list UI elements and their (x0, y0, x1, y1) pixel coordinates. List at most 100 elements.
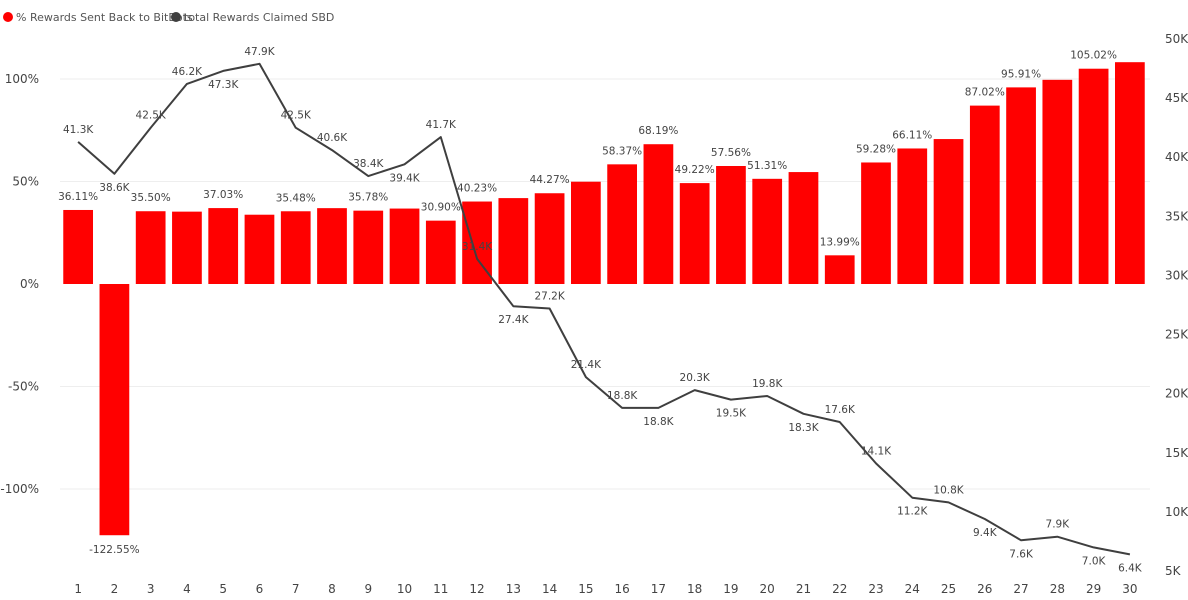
bar-data-label: 59.28% (856, 143, 896, 155)
x-tick-label: 17 (651, 582, 666, 596)
x-tick-label: 23 (868, 582, 883, 596)
bar-data-label: 95.91% (1001, 68, 1041, 80)
line-data-label: 20.3K (680, 372, 711, 384)
bar (172, 211, 202, 284)
y-axis-right: 50K 45K 40K 35K 30K 25K 20K 15K 10K 5K (1165, 32, 1188, 578)
bar (353, 210, 384, 284)
x-tick-label: 27 (1013, 582, 1028, 596)
y-right-tick-label: 5K (1165, 564, 1182, 578)
x-tick-label: 19 (723, 582, 738, 596)
legend-marker-bars (3, 12, 13, 22)
bar-data-labels: 36.11% -122.55% 35.50% 37.03% 35.48% 35.78% 30… (58, 50, 1117, 557)
x-tick-label: 15 (578, 582, 593, 596)
bar (752, 178, 783, 284)
x-axis: 1 2 3 4 5 6 7 8 9 10 11 12 13 14 15 16 17 18 19 20 21 22 23 24 2… (74, 582, 1137, 596)
bar (897, 148, 928, 284)
bar-data-label: 57.56% (711, 147, 751, 159)
line-data-label: 27.4K (498, 314, 529, 326)
y-left-tick-label: -100% (0, 482, 39, 496)
y-axis-left: 100% 50% 0% -50% -100% (0, 72, 39, 496)
x-tick-label: 10 (397, 582, 412, 596)
line-data-label: 47.3K (208, 79, 239, 91)
bar (135, 211, 166, 284)
bar (1078, 68, 1109, 284)
legend: % Rewards Sent Back to BitBots total Rew… (3, 11, 334, 24)
bar-data-label: 36.11% (58, 191, 98, 203)
x-tick-label: 4 (183, 582, 191, 596)
bar-data-label: 13.99% (820, 236, 860, 248)
y-right-tick-label: 30K (1165, 268, 1188, 282)
y-left-tick-label: 0% (20, 277, 39, 291)
x-tick-label: 11 (433, 582, 448, 596)
x-tick-label: 7 (292, 582, 300, 596)
x-tick-label: 3 (147, 582, 155, 596)
line-data-labels: 41.3K 38.6K 42.5K 46.2K 47.3K 47.9K 42.5K 40.6K… (63, 46, 1143, 575)
bar (534, 193, 565, 284)
line-data-label: 9.4K (973, 527, 998, 539)
line-data-label: 39.4K (389, 172, 420, 184)
bar-data-label: 58.37% (602, 145, 642, 157)
y-right-tick-label: 20K (1165, 387, 1188, 401)
bar (317, 208, 347, 284)
bar (498, 198, 529, 284)
bar-series (63, 62, 1145, 536)
x-tick-label: 20 (760, 582, 775, 596)
line-data-label: 10.8K (933, 484, 964, 496)
bar-data-label: 37.03% (203, 189, 243, 201)
x-tick-label: 1 (74, 582, 82, 596)
x-tick-label: 2 (111, 582, 119, 596)
line-data-label: 6.4K (1118, 562, 1143, 574)
bar (788, 172, 819, 284)
bar-data-label: 40.23% (457, 183, 497, 195)
line-data-label: 41.3K (63, 124, 94, 136)
x-tick-label: 30 (1122, 582, 1137, 596)
y-right-tick-label: 50K (1165, 32, 1188, 46)
line-data-label: 18.3K (788, 422, 819, 434)
x-tick-label: 22 (832, 582, 847, 596)
bar-data-label: 44.27% (530, 174, 570, 186)
x-tick-label: 6 (256, 582, 264, 596)
line-data-label: 19.5K (716, 408, 747, 420)
legend-marker-line (171, 12, 181, 22)
bar (570, 181, 601, 284)
line-data-label: 11.2K (897, 506, 928, 518)
bar (244, 214, 275, 284)
bar-data-label: 35.50% (131, 192, 171, 204)
line-data-label: 18.8K (607, 390, 638, 402)
x-tick-label: 14 (542, 582, 557, 596)
bar (63, 209, 94, 284)
y-left-tick-label: -50% (8, 380, 39, 394)
bar (933, 139, 964, 284)
y-right-tick-label: 40K (1165, 150, 1188, 164)
bar-data-label: 105.02% (1070, 50, 1117, 62)
bar (280, 211, 311, 284)
x-tick-label: 13 (506, 582, 521, 596)
x-tick-label: 12 (469, 582, 484, 596)
legend-label-line: total Rewards Claimed SBD (184, 11, 334, 24)
bar (643, 144, 674, 284)
x-tick-label: 28 (1050, 582, 1065, 596)
x-tick-label: 5 (219, 582, 227, 596)
bar (679, 183, 710, 284)
line-data-label: 42.5K (281, 110, 312, 122)
bar-data-label: 30.90% (421, 202, 461, 214)
bar-data-label: -122.55% (89, 544, 140, 556)
bar-data-label: 66.11% (892, 129, 932, 141)
bar (208, 208, 239, 284)
line-data-label: 7.0K (1082, 555, 1107, 567)
line-data-label: 7.9K (1046, 519, 1071, 531)
bar (1006, 87, 1036, 285)
line-data-label: 21.4K (571, 359, 602, 371)
y-left-tick-label: 50% (12, 175, 39, 189)
line-data-label: 38.6K (99, 182, 130, 194)
y-right-tick-label: 10K (1165, 505, 1188, 519)
line-data-label: 14.1K (861, 445, 892, 457)
bar (824, 255, 855, 284)
line-data-label: 19.8K (752, 378, 783, 390)
x-tick-label: 16 (614, 582, 629, 596)
line-data-label: 31.4K (462, 241, 493, 253)
line-data-label: 47.9K (244, 46, 275, 58)
y-right-tick-label: 45K (1165, 91, 1188, 105)
y-right-tick-label: 35K (1165, 209, 1188, 223)
